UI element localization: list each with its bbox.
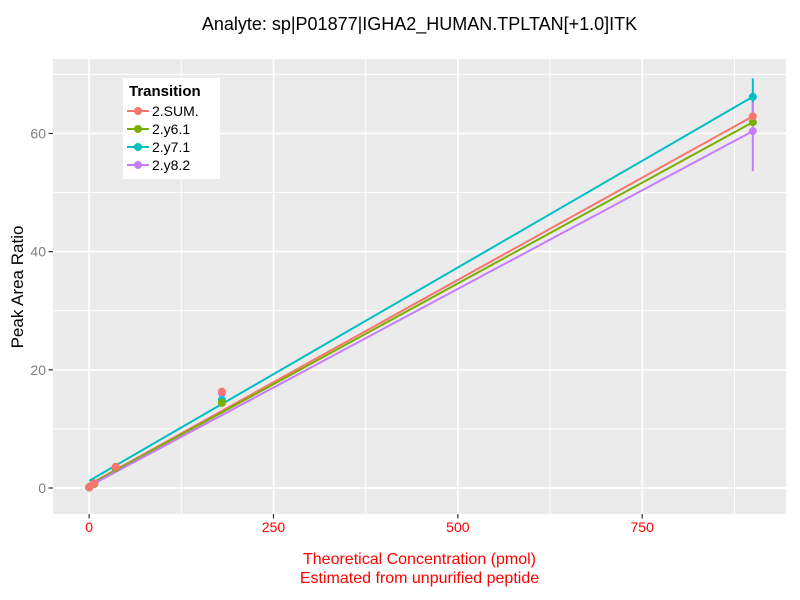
legend: Transition 2.SUM. 2.y6.1 2.y7.1 2.y8.2: [123, 78, 220, 179]
y-tick-label: 60: [30, 125, 46, 141]
y-axis-title: Peak Area Ratio: [8, 225, 27, 349]
data-point-2.SUM.: [217, 387, 226, 396]
data-point-2.SUM.: [90, 479, 99, 488]
x-tick-label: 250: [262, 519, 286, 535]
y-tick-label: 0: [38, 480, 46, 496]
data-point-2.y7.1: [748, 92, 757, 101]
legend-entries: 2.SUM. 2.y6.1 2.y7.1 2.y8.2: [123, 102, 220, 174]
x-tick-label: 0: [85, 519, 93, 535]
data-point-2.y6.1: [748, 118, 757, 127]
legend-key-icon: [127, 161, 149, 169]
legend-entry-label: 2.y6.1: [152, 121, 191, 137]
data-point-2.y6.1: [217, 398, 226, 407]
x-tick-label: 500: [446, 519, 470, 535]
x-axis-title-line1: Theoretical Concentration (pmol): [303, 551, 536, 568]
legend-key-icon: [127, 107, 149, 115]
series-line-2.y8.2: [88, 130, 754, 488]
series-line-2.y6.1: [88, 121, 754, 486]
legend-entry-2.y8.2: 2.y8.2: [123, 156, 220, 174]
x-tick-label: 750: [631, 519, 655, 535]
legend-key-icon: [127, 143, 149, 151]
y-tick-label: 20: [30, 362, 46, 378]
legend-entry-2.SUM.: 2.SUM.: [123, 102, 220, 120]
data-point-2.SUM.: [111, 462, 120, 471]
plot-title: Analyte: sp|P01877|IGHA2_HUMAN.TPLTAN[+1…: [201, 14, 638, 34]
legend-title: Transition: [129, 83, 201, 100]
x-axis-title-line2: Estimated from unpurified peptide: [299, 570, 540, 587]
data-point-2.y8.2: [748, 127, 757, 136]
data-point-2.SUM.: [748, 112, 757, 121]
legend-entry-label: 2.y7.1: [152, 139, 191, 155]
legend-key-icon: [127, 125, 149, 133]
series-line-2.SUM.: [88, 115, 754, 486]
legend-entry-label: 2.y8.2: [152, 157, 191, 173]
y-tick-label: 40: [30, 244, 46, 260]
legend-entry-2.y6.1: 2.y6.1: [123, 120, 220, 138]
legend-entry-2.y7.1: 2.y7.1: [123, 138, 220, 156]
series-line-2.y7.1: [88, 95, 754, 482]
legend-entry-label: 2.SUM.: [152, 103, 199, 119]
